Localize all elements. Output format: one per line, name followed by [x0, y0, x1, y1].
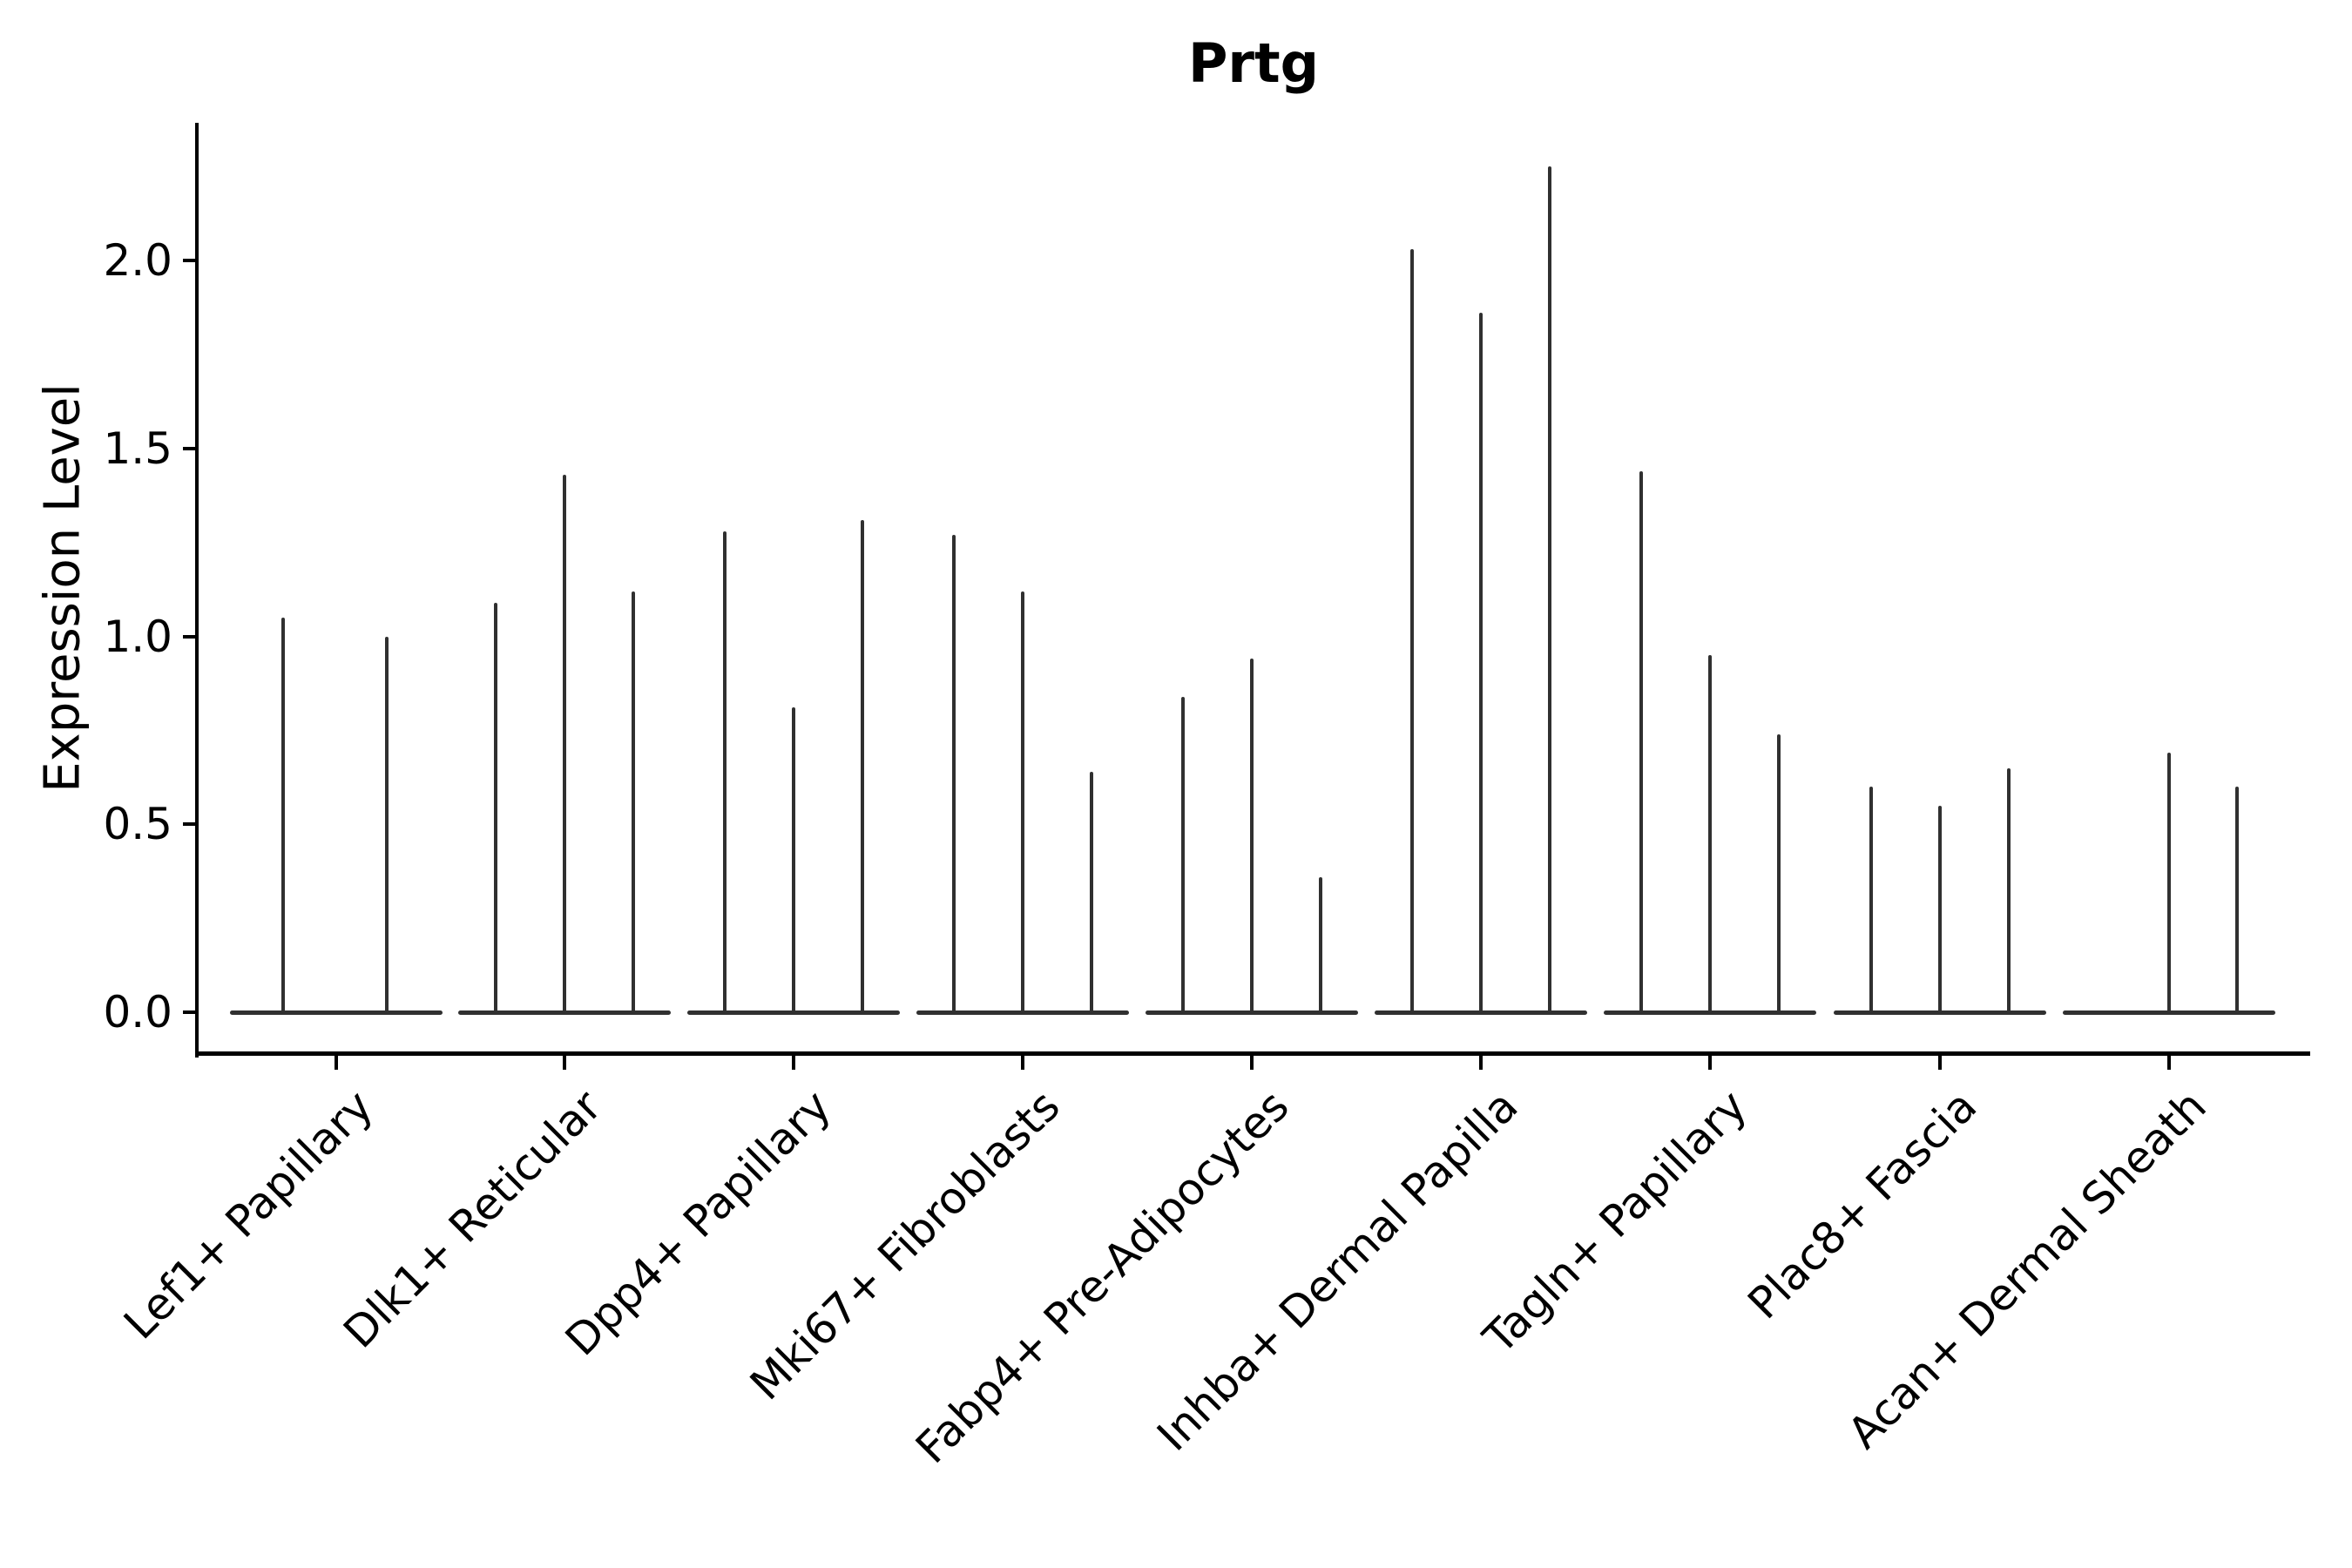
- x-axis-spine: [195, 1051, 2310, 1056]
- x-tick: [1708, 1056, 1712, 1070]
- y-tick-label: 2.0: [103, 235, 172, 286]
- violin-spike: [1181, 696, 1185, 1015]
- violin-spike: [563, 474, 566, 1015]
- violin-spike: [281, 617, 285, 1015]
- violin-spike: [861, 519, 864, 1015]
- x-tick: [1250, 1056, 1254, 1070]
- violin-spike: [2235, 787, 2239, 1015]
- violin-spike: [1938, 805, 1942, 1015]
- violin-spike: [632, 591, 635, 1015]
- x-tick: [335, 1056, 338, 1070]
- violin-spike: [385, 636, 389, 1015]
- violin-spike: [1090, 771, 1093, 1015]
- violin-spike: [1479, 313, 1483, 1015]
- x-tick-label: Fabp4+ Pre-Adipocytes: [906, 1080, 1299, 1474]
- x-tick: [1938, 1056, 1942, 1070]
- violin-spike: [1410, 249, 1414, 1015]
- x-tick: [792, 1056, 795, 1070]
- violin-spike: [792, 707, 795, 1015]
- violin-spike: [952, 534, 956, 1015]
- violin-spike: [494, 602, 497, 1015]
- x-tick: [2167, 1056, 2171, 1070]
- y-tick-label: 1.5: [103, 422, 172, 474]
- y-tick-label: 0.5: [103, 799, 172, 850]
- violin-spike: [1250, 659, 1254, 1015]
- x-tick: [1021, 1056, 1024, 1070]
- y-tick-label: 1.0: [103, 611, 172, 662]
- violin-spike: [723, 531, 727, 1015]
- violin-spike: [1021, 591, 1024, 1015]
- x-tick-label: Plac8+ Fascia: [1738, 1080, 1987, 1329]
- y-axis-spine: [195, 123, 199, 1058]
- y-tick: [183, 259, 197, 262]
- violin-spike: [1708, 655, 1712, 1015]
- violin-spike: [2007, 767, 2011, 1015]
- y-tick: [183, 446, 197, 450]
- violin-spike: [2167, 753, 2171, 1015]
- violin-spike: [1319, 876, 1322, 1015]
- violin-spike: [1639, 470, 1643, 1015]
- chart-title: Prtg: [1187, 31, 1320, 95]
- violin-baseline: [230, 1010, 443, 1015]
- y-tick: [183, 634, 197, 639]
- x-tick: [1479, 1056, 1483, 1070]
- y-tick-label: 0.0: [103, 987, 172, 1037]
- y-tick: [183, 1010, 197, 1014]
- y-tick: [183, 822, 197, 827]
- violin-spike: [1777, 733, 1781, 1015]
- x-tick: [563, 1056, 566, 1070]
- violin-spike: [1548, 166, 1551, 1015]
- x-tick-label: Lef1+ Papillary: [114, 1080, 383, 1349]
- violin-spike: [1869, 787, 1873, 1015]
